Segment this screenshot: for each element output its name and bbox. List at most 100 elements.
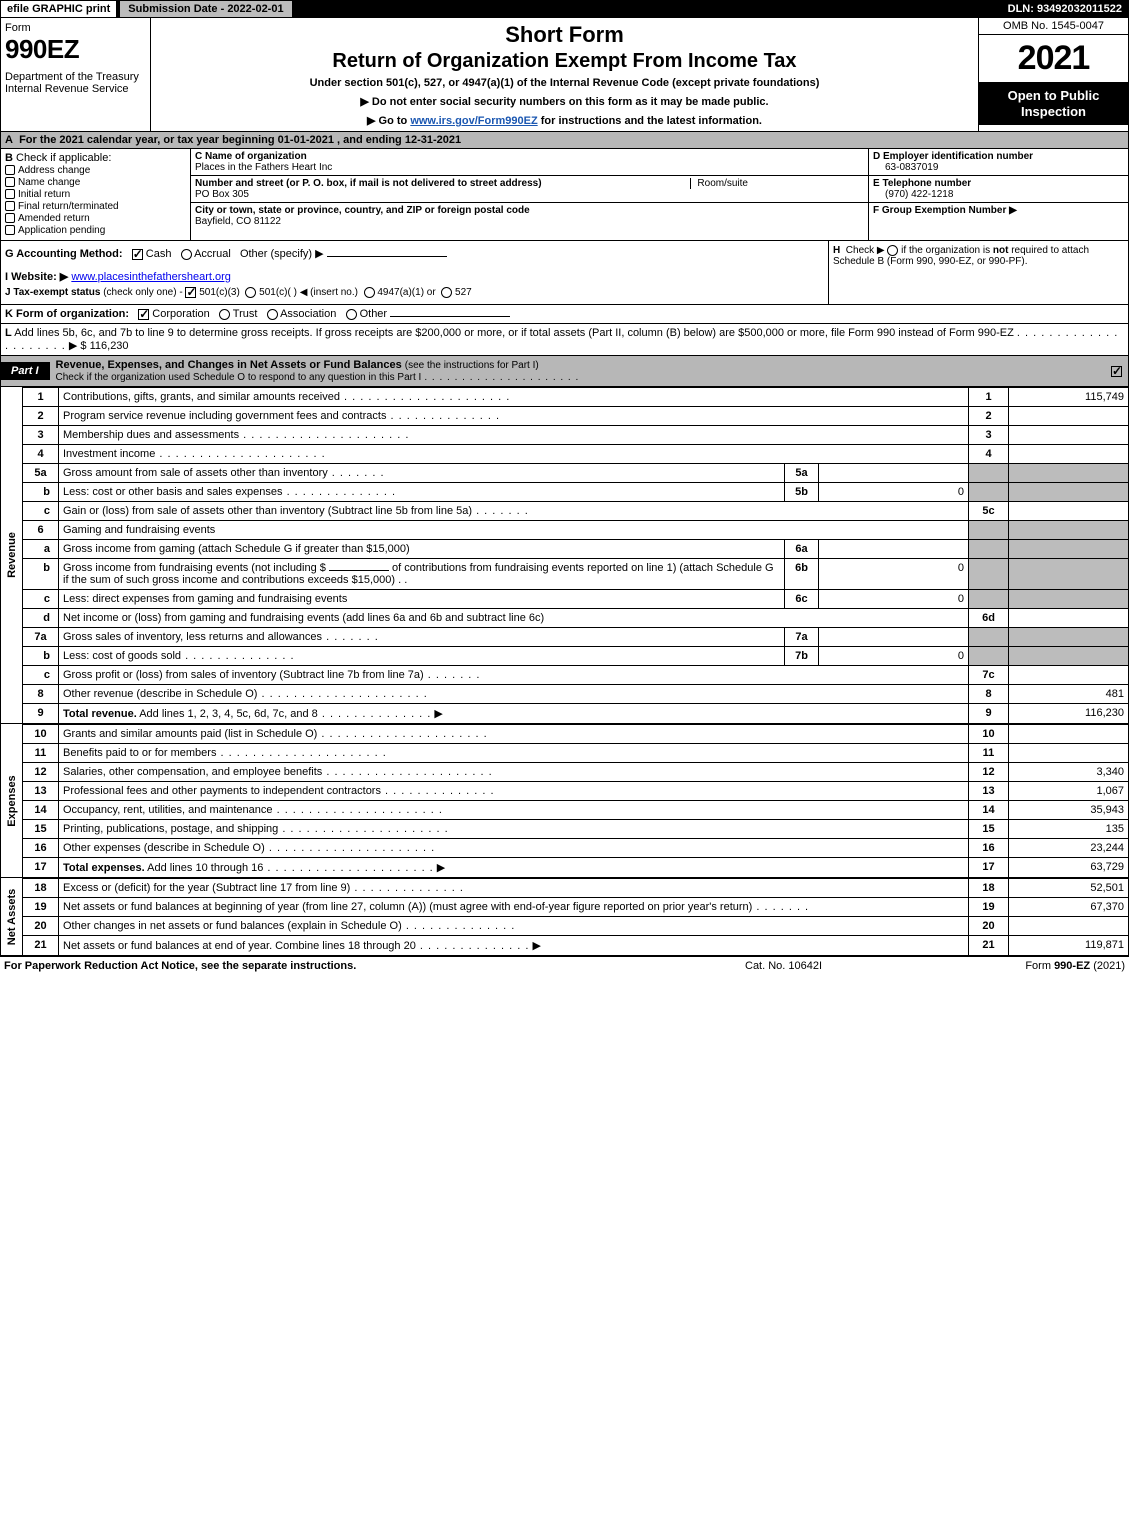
block-gh: G Accounting Method: Cash Accrual Other … <box>0 241 1129 305</box>
chk-application-pending[interactable]: Application pending <box>5 225 186 236</box>
c-city-label: City or town, state or province, country… <box>195 205 530 216</box>
part1-label: Part I <box>1 362 50 380</box>
chk-trust[interactable] <box>219 309 230 320</box>
part1-checkline: Check if the organization used Schedule … <box>56 372 422 383</box>
footer-mid: Cat. No. 10642I <box>745 960 945 972</box>
a-text: For the 2021 calendar year, or tax year … <box>19 134 461 146</box>
l-text: Add lines 5b, 6c, and 7b to line 9 to de… <box>14 327 1014 339</box>
header-center: Short Form Return of Organization Exempt… <box>151 18 978 131</box>
line-9: 9Total revenue. Add lines 1, 2, 3, 4, 5c… <box>23 704 1129 724</box>
part1-sub: (see the instructions for Part I) <box>405 360 539 371</box>
j-line: J Tax-exempt status (check only one) - 5… <box>5 287 824 298</box>
line-4: 4Investment income4 <box>23 445 1129 464</box>
revenue-side-label: Revenue <box>0 387 22 724</box>
form-header: Form 990EZ Department of the TreasuryInt… <box>0 18 1129 132</box>
c-street-row: Number and street (or P. O. box, if mail… <box>191 176 868 203</box>
chk-initial-return[interactable]: Initial return <box>5 189 186 200</box>
part1-title: Revenue, Expenses, and Changes in Net As… <box>56 359 402 371</box>
revenue-table: 1Contributions, gifts, grants, and simil… <box>22 387 1129 724</box>
g-line: G Accounting Method: Cash Accrual Other … <box>5 247 824 260</box>
goto-line: ▶ Go to www.irs.gov/Form990EZ for instru… <box>159 114 970 127</box>
line-6b-blank[interactable] <box>329 570 389 571</box>
ein-value: 63-0837019 <box>873 162 1124 173</box>
footer-left: For Paperwork Reduction Act Notice, see … <box>4 960 745 972</box>
f-label: F Group Exemption Number ▶ <box>873 205 1017 216</box>
g-other: Other (specify) ▶ <box>240 248 324 260</box>
line-8: 8Other revenue (describe in Schedule O)8… <box>23 685 1129 704</box>
footer-right: Form 990-EZ (2021) <box>945 960 1125 972</box>
block-bcdef: B Check if applicable: Address change Na… <box>0 149 1129 241</box>
goto-suffix: for instructions and the latest informat… <box>541 115 762 127</box>
line-14: 14Occupancy, rent, utilities, and mainte… <box>23 801 1129 820</box>
phone-value: (970) 422-1218 <box>873 189 1124 200</box>
d-row: D Employer identification number 63-0837… <box>869 149 1128 176</box>
c-name-label: C Name of organization <box>195 151 307 162</box>
line-1: 1Contributions, gifts, grants, and simil… <box>23 388 1129 407</box>
line-3: 3Membership dues and assessments3 <box>23 426 1129 445</box>
chk-corporation[interactable] <box>138 309 149 320</box>
line-2: 2Program service revenue including gover… <box>23 407 1129 426</box>
i-label: I Website: ▶ <box>5 271 68 283</box>
form-number: 990EZ <box>5 34 146 65</box>
c-name-row: C Name of organization Places in the Fat… <box>191 149 868 176</box>
dln: DLN: 93492032011522 <box>1002 1 1128 17</box>
i-line: I Website: ▶ www.placesinthefathersheart… <box>5 270 824 283</box>
chk-other-org[interactable] <box>346 309 357 320</box>
title-short-form: Short Form <box>159 22 970 48</box>
revenue-section: Revenue 1Contributions, gifts, grants, a… <box>0 387 1129 724</box>
line-6: 6Gaming and fundraising events <box>23 521 1129 540</box>
org-street: PO Box 305 <box>195 189 249 200</box>
top-bar: efile GRAPHIC print Submission Date - 20… <box>0 0 1129 18</box>
part1-check[interactable] <box>1105 362 1128 380</box>
expenses-table: 10Grants and similar amounts paid (list … <box>22 724 1129 878</box>
part1-bar: Part I Revenue, Expenses, and Changes in… <box>0 356 1129 387</box>
g-cash: Cash <box>146 248 172 260</box>
ssn-warning: ▶ Do not enter social security numbers o… <box>159 95 970 108</box>
line-11: 11Benefits paid to or for members11 <box>23 744 1129 763</box>
d-label: D Employer identification number <box>873 151 1033 162</box>
g-other-blank[interactable] <box>327 256 447 257</box>
g-accrual: Accrual <box>194 248 231 260</box>
line-15: 15Printing, publications, postage, and s… <box>23 820 1129 839</box>
chk-schedule-b[interactable] <box>887 245 898 256</box>
chk-address-change[interactable]: Address change <box>5 165 186 176</box>
line-13: 13Professional fees and other payments t… <box>23 782 1129 801</box>
header-left: Form 990EZ Department of the TreasuryInt… <box>1 18 151 131</box>
k-label: K Form of organization: <box>5 308 129 320</box>
title-return: Return of Organization Exempt From Incom… <box>159 50 970 73</box>
chk-501c[interactable] <box>245 287 256 298</box>
footer: For Paperwork Reduction Act Notice, see … <box>0 956 1129 975</box>
form-word: Form <box>5 22 146 34</box>
h-t2: if the organization is <box>901 245 993 256</box>
c-city-row: City or town, state or province, country… <box>191 203 868 229</box>
c-street-label: Number and street (or P. O. box, if mail… <box>195 178 542 189</box>
line-5c: cGain or (loss) from sale of assets othe… <box>23 502 1129 521</box>
netassets-side-label: Net Assets <box>0 878 22 956</box>
goto-prefix: ▶ Go to <box>367 115 410 127</box>
irs-link[interactable]: www.irs.gov/Form990EZ <box>410 115 537 127</box>
chk-cash[interactable] <box>132 249 143 260</box>
l-amount: $ 116,230 <box>80 340 128 352</box>
omb-number: OMB No. 1545-0047 <box>979 18 1128 35</box>
submission-date: Submission Date - 2022-02-01 <box>120 1 293 17</box>
k-other-blank[interactable] <box>390 316 510 317</box>
chk-accrual[interactable] <box>181 249 192 260</box>
col-c: C Name of organization Places in the Fat… <box>191 149 868 240</box>
chk-4947[interactable] <box>364 287 375 298</box>
chk-association[interactable] <box>267 309 278 320</box>
chk-name-change[interactable]: Name change <box>5 177 186 188</box>
header-right: OMB No. 1545-0047 2021 Open to Public In… <box>978 18 1128 131</box>
chk-501c3[interactable] <box>185 287 196 298</box>
b-head-text: Check if applicable: <box>16 152 111 164</box>
line-21: 21Net assets or fund balances at end of … <box>23 936 1129 956</box>
org-city: Bayfield, CO 81122 <box>195 216 281 227</box>
chk-amended-return[interactable]: Amended return <box>5 213 186 224</box>
line-6a: aGross income from gaming (attach Schedu… <box>23 540 1129 559</box>
line-18: 18Excess or (deficit) for the year (Subt… <box>23 879 1129 898</box>
chk-final-return[interactable]: Final return/terminated <box>5 201 186 212</box>
h-not: not <box>993 245 1009 256</box>
col-def: D Employer identification number 63-0837… <box>868 149 1128 240</box>
col-g: G Accounting Method: Cash Accrual Other … <box>1 241 828 304</box>
website-link[interactable]: www.placesinthefathersheart.org <box>71 271 231 283</box>
chk-527[interactable] <box>441 287 452 298</box>
